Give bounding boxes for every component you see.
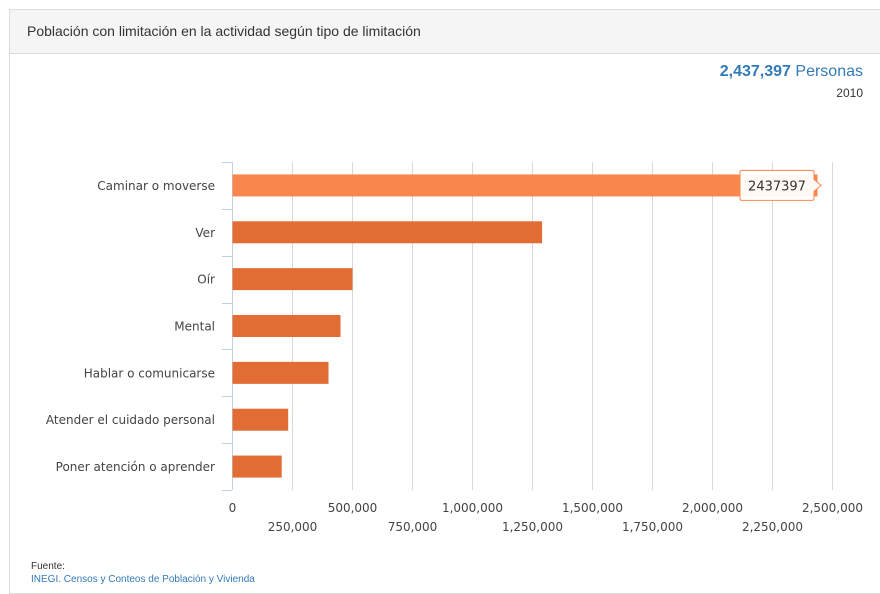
x-tick-label: 750,000 xyxy=(388,520,438,534)
source-label: Fuente: xyxy=(31,561,65,572)
category-axis xyxy=(222,162,233,491)
x-tick-label: 1,750,000 xyxy=(622,520,683,534)
total-line: 2,437,397 Personas xyxy=(720,63,863,81)
panel-title: Población con limitación en la actividad… xyxy=(10,10,880,54)
total-value: 2,437,397 xyxy=(719,63,791,80)
source-block: Fuente: INEGI. Censos y Conteos de Pobla… xyxy=(31,560,255,586)
category-label: Mental xyxy=(174,320,215,334)
chart-panel: Población con limitación en la actividad… xyxy=(9,9,880,594)
bar[interactable] xyxy=(232,315,341,337)
tooltip-box xyxy=(739,169,822,201)
total-year: 2010 xyxy=(836,86,863,100)
category-label: Hablar o comunicarse xyxy=(84,366,215,380)
x-tick-label: 2,250,000 xyxy=(742,520,803,534)
bar[interactable] xyxy=(232,221,543,244)
x-tick-label: 1,250,000 xyxy=(502,520,563,534)
category-label: Atender el cuidado personal xyxy=(46,413,215,427)
bar[interactable] xyxy=(232,408,289,431)
x-tick-label: 1,000,000 xyxy=(442,501,503,515)
x-tick-label: 0 xyxy=(229,501,237,515)
total-unit: Personas xyxy=(795,63,863,80)
bar[interactable] xyxy=(232,455,282,478)
total-stat: 2,437,397 Personas 2010 xyxy=(720,63,863,100)
x-tick-label: 1,500,000 xyxy=(562,501,623,515)
category-labels: Caminar o moverse Ver Oír Mental Hablar o co… xyxy=(46,179,215,474)
category-label: Poner atención o aprender xyxy=(56,460,215,474)
source-link[interactable]: INEGI. Censos y Conteos de Población y V… xyxy=(31,574,255,585)
tooltip-value: 2437397 xyxy=(748,179,806,194)
bar[interactable] xyxy=(232,268,353,291)
x-tick-label: 2,500,000 xyxy=(802,501,863,515)
x-tick-label: 2,000,000 xyxy=(682,501,743,515)
tooltip: 2437397 xyxy=(739,169,822,201)
x-tick-label: 500,000 xyxy=(328,501,378,515)
bar[interactable] xyxy=(232,361,329,384)
category-label: Caminar o moverse xyxy=(97,179,215,193)
bar[interactable] xyxy=(232,174,818,197)
category-label: Ver xyxy=(195,226,215,240)
bars xyxy=(232,174,818,478)
x-tick-label: 250,000 xyxy=(268,520,318,534)
category-label: Oír xyxy=(197,273,215,287)
value-axis-labels: 0 250,000 500,000 750,000 1,000,000 1,250,000… xyxy=(229,501,863,534)
grid-lines xyxy=(292,162,833,490)
